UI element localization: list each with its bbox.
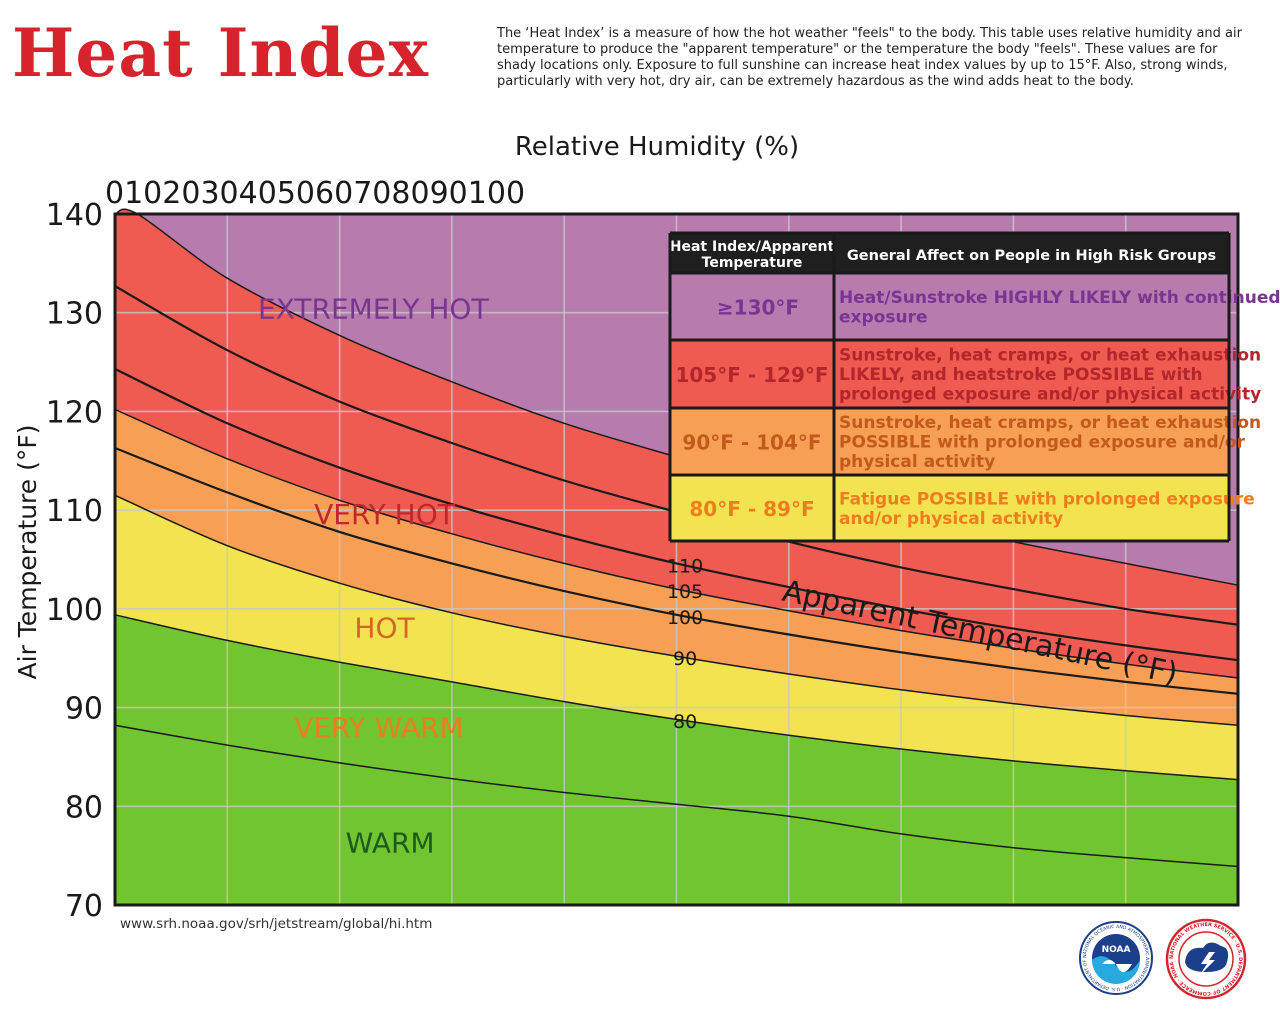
- x-tick-label: 10: [124, 176, 162, 211]
- source-url: www.srh.noaa.gov/srh/jetstream/global/hi…: [120, 916, 433, 932]
- nws-logo-icon: NATIONAL WEATHER SERVICE · U.S. DEPARTME…: [1165, 918, 1247, 1000]
- band-label-extremely-hot: EXTREMELY HOT: [258, 293, 489, 326]
- page-title: Heat Index: [12, 14, 429, 92]
- contour-label-105: 105: [667, 581, 703, 603]
- y-tick-label: 70: [65, 889, 103, 924]
- y-tick-label: 100: [46, 593, 103, 628]
- y-axis-label: Air Temperature (°F): [13, 425, 42, 680]
- contour-label-90: 90: [673, 648, 697, 670]
- x-tick-label: 20: [162, 176, 200, 211]
- x-tick-label: 100: [468, 176, 525, 211]
- contour-label-120: 120: [667, 505, 703, 527]
- band-label-very-warm: VERY WARM: [294, 711, 463, 744]
- contour-label-130: 130: [667, 449, 703, 471]
- description-text: The ‘Heat Index’ is a measure of how the…: [497, 26, 1242, 89]
- x-tick-label: 80: [391, 176, 429, 211]
- contour-label-80: 80: [673, 711, 697, 733]
- band-label-hot: HOT: [354, 611, 415, 644]
- y-tick-label: 140: [46, 198, 103, 233]
- contour-line-105: [114, 408, 1239, 679]
- contour-line-90: [114, 494, 1239, 727]
- contour-label-100: 100: [667, 607, 703, 629]
- contour-line-100: [114, 446, 1239, 695]
- x-tick-label: 90: [430, 176, 468, 211]
- band-label-warm: WARM: [346, 827, 435, 860]
- y-tick-label: 80: [65, 790, 103, 825]
- x-tick-label: 60: [315, 176, 353, 211]
- x-tick-label: 50: [277, 176, 315, 211]
- contour-line-130: [114, 208, 1239, 586]
- x-tick-label: 30: [200, 176, 238, 211]
- x-tick-label: 0: [105, 176, 124, 211]
- contour-line-110: [114, 368, 1239, 662]
- y-tick-label: 120: [46, 395, 103, 430]
- contour-line-base: [114, 724, 1239, 868]
- band-label-very-hot: VERY HOT: [314, 498, 456, 531]
- noaa-logo-icon: NATIONAL OCEANIC AND ATMOSPHERIC ADMINIS…: [1078, 920, 1153, 995]
- y-tick-label: 110: [46, 494, 103, 529]
- y-tick-label: 90: [65, 692, 103, 727]
- contour-label-110: 110: [667, 556, 703, 578]
- contour-line-80: [114, 614, 1239, 781]
- plot-frame: [113, 212, 1240, 907]
- x-tick-labels: 0102030405060708090100: [105, 176, 525, 211]
- x-tick-label: 70: [353, 176, 391, 211]
- x-axis-label: Relative Humidity (%): [515, 132, 799, 162]
- svg-text:NOAA: NOAA: [1102, 945, 1131, 955]
- plot-area: 130 120 110 105 100 90 80 EXTREMELY HOT VERY HOT…: [114, 208, 1239, 906]
- axes: 7080901001101201301400102030405060708090…: [13, 132, 1240, 924]
- y-tick-label: 130: [46, 297, 103, 332]
- x-tick-label: 40: [239, 176, 277, 211]
